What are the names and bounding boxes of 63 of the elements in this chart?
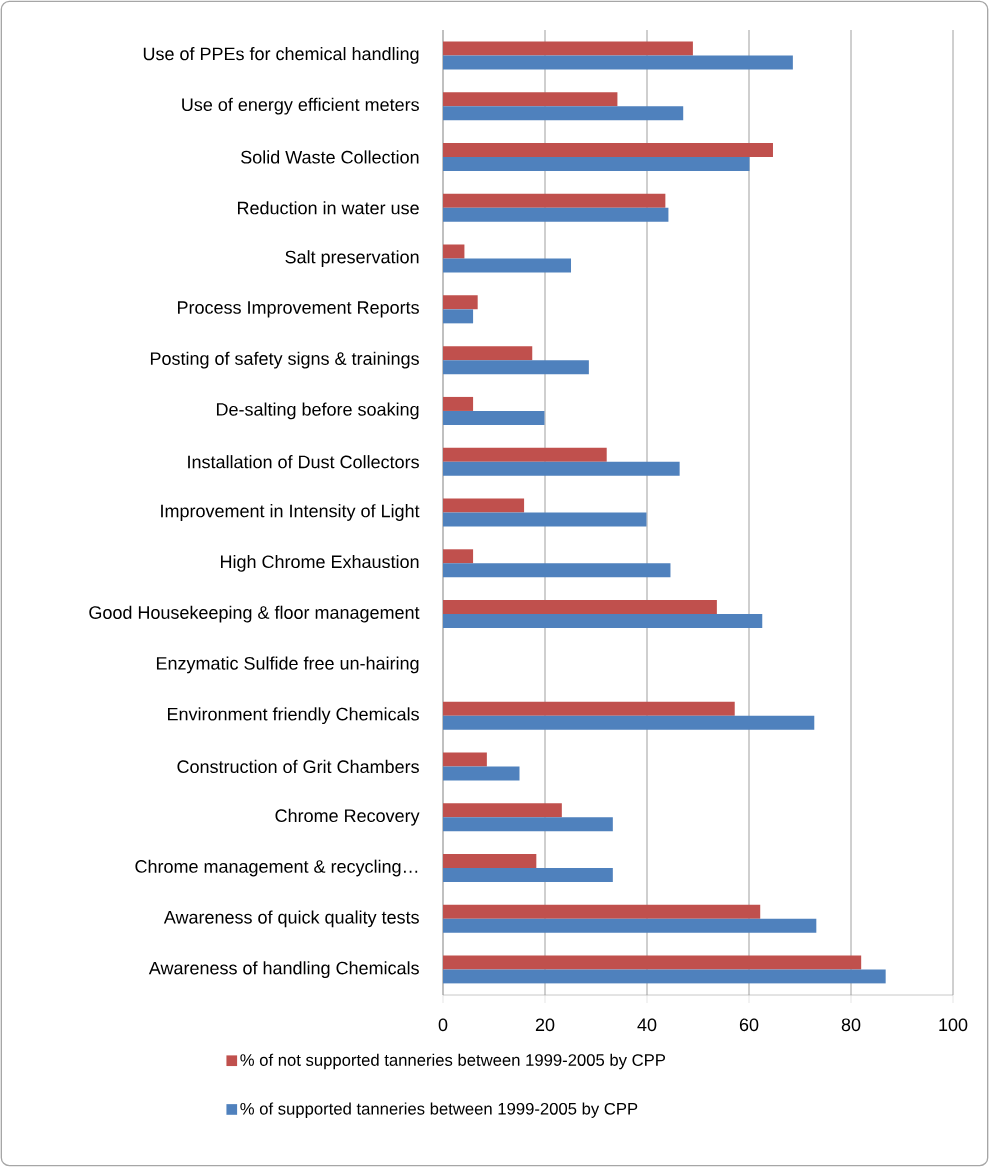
bar — [443, 55, 793, 70]
bar — [443, 156, 750, 171]
x-tick-label: 100 — [939, 1018, 968, 1032]
bar — [443, 715, 815, 730]
bar — [443, 868, 613, 883]
y-tick-label: Installation of Dust Collectors — [188, 455, 419, 469]
x-tick-label: 0 — [438, 1018, 448, 1032]
y-tick-label: Solid Waste Collection — [241, 150, 419, 164]
bar — [443, 106, 684, 121]
bar — [443, 955, 862, 970]
y-tick-label: Reduction in water use — [238, 201, 419, 215]
bar — [443, 854, 537, 869]
y-tick-label: Good Housekeeping & floor management — [89, 605, 420, 623]
y-tick-label: Awareness of handling Chemicals — [148, 961, 419, 979]
bar — [443, 752, 487, 767]
y-tick-label: Enzymatic Sulfide free un-hairing — [156, 656, 419, 674]
y-tick-label: Construction of Grit Chambers — [177, 759, 419, 774]
bar — [443, 142, 773, 157]
bar — [443, 766, 520, 781]
y-tick-label: Improvement in Intensity of Light — [161, 504, 420, 521]
bar — [443, 461, 680, 476]
bar — [443, 193, 666, 208]
x-tick-label: 20 — [535, 1018, 555, 1032]
bar — [443, 817, 613, 832]
bar — [443, 360, 589, 375]
bar — [443, 498, 525, 513]
bar — [443, 549, 474, 564]
bar — [443, 600, 717, 615]
x-tick-label: 40 — [637, 1018, 657, 1032]
bar — [443, 563, 671, 578]
x-tick-label: 80 — [841, 1018, 861, 1032]
bar — [443, 244, 465, 259]
y-tick-label: Awareness of quick quality tests — [163, 910, 419, 928]
y-tick-label: Salt preservation — [285, 250, 419, 267]
y-tick-label: Process Improvement Reports — [178, 301, 419, 318]
legend-label: % of supported tanneries between 1999-2005 by CPP — [240, 1102, 638, 1118]
bar — [443, 346, 533, 361]
y-tick-label: Chrome Recovery — [275, 808, 420, 826]
bar — [443, 904, 761, 919]
bar — [443, 918, 817, 933]
y-tick-label: Posting of safety signs & trainings — [150, 351, 419, 369]
bar — [443, 410, 545, 425]
bar — [443, 614, 763, 629]
x-tick-label: 60 — [739, 1018, 759, 1032]
bar — [443, 701, 735, 716]
bar — [443, 969, 886, 984]
bar — [443, 309, 474, 324]
bar — [443, 447, 607, 462]
bar — [443, 258, 572, 273]
bar — [443, 92, 618, 107]
bar — [443, 512, 647, 527]
y-tick-label: Use of PPEs for chemical handling — [143, 47, 419, 64]
bar — [443, 803, 562, 818]
bar — [443, 41, 693, 56]
y-tick-label: High Chrome Exhaustion — [221, 554, 419, 572]
y-tick-label: Use of energy efficient meters — [182, 97, 419, 115]
legend-label: % of not supported tanneries between 1999-2005 by CPP — [240, 1053, 666, 1070]
bar — [443, 396, 474, 411]
bar — [443, 295, 478, 310]
y-tick-label: Chrome management & recycling… — [135, 859, 418, 877]
y-tick-label: Environment friendly Chemicals — [168, 707, 419, 725]
bar — [443, 207, 669, 222]
y-tick-label: De-salting before soaking — [216, 402, 419, 420]
